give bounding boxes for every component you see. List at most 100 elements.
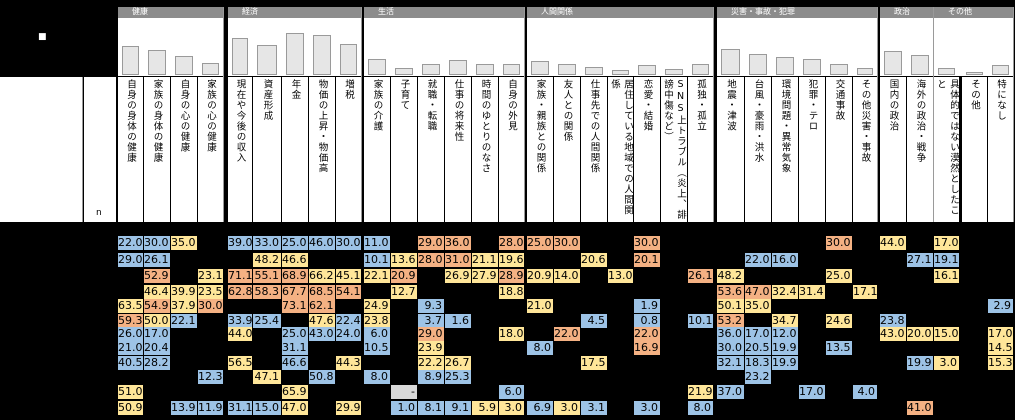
table-cell: 59.3 bbox=[118, 314, 143, 328]
column-bar bbox=[202, 63, 219, 75]
column-header-label: 時間のゆとりのなさ bbox=[479, 79, 491, 174]
column-header-label: 孤独・孤立 bbox=[695, 79, 706, 132]
table-cell: 6.0 bbox=[364, 327, 390, 341]
table-cell: 50.8 bbox=[309, 370, 335, 384]
table-cell: 16.9 bbox=[634, 341, 660, 355]
column-bar bbox=[340, 44, 357, 75]
table-cell: 8.1 bbox=[418, 401, 444, 415]
table-cell: 21.0 bbox=[118, 341, 143, 355]
table-cell: 43.0 bbox=[309, 327, 335, 341]
column-header-label: 増税 bbox=[343, 79, 354, 100]
table-cell: 20.5 bbox=[745, 341, 771, 355]
column-header: 自身の外見 bbox=[499, 77, 524, 222]
table-cell: 12.3 bbox=[198, 370, 223, 384]
table-cell: 56.5 bbox=[228, 356, 252, 370]
column-header-label: 家族・親族との関係 bbox=[534, 79, 546, 174]
table-cell: 22.1 bbox=[364, 269, 390, 283]
column-header: その他 bbox=[962, 77, 987, 222]
table-cell: 33.0 bbox=[253, 236, 281, 250]
table-cell: 20.6 bbox=[581, 253, 607, 267]
table-cell: 46.6 bbox=[282, 356, 308, 370]
table-cell: 10.5 bbox=[364, 341, 390, 355]
table-cell: 67.7 bbox=[282, 285, 308, 299]
table-cell: 20.1 bbox=[634, 253, 660, 267]
table-cell: 8.0 bbox=[364, 370, 390, 384]
column-bar bbox=[313, 35, 331, 75]
table-cell: 23.9 bbox=[418, 341, 444, 355]
table-cell: 8.0 bbox=[527, 341, 553, 355]
table-cell: 55.1 bbox=[253, 269, 281, 283]
table-cell: 26.9 bbox=[445, 269, 471, 283]
column-header-label: 現在や今後の収入 bbox=[234, 79, 246, 163]
table-cell: 31.4 bbox=[799, 285, 825, 299]
table-cell: 13.6 bbox=[391, 253, 417, 267]
category-divider bbox=[933, 7, 934, 222]
table-cell: 30.0 bbox=[198, 299, 223, 313]
table-cell: 25.0 bbox=[527, 236, 553, 250]
table-cell: 30.0 bbox=[717, 341, 744, 355]
corner-marker: ■ bbox=[38, 32, 47, 42]
column-header-label: 仕事の将来性 bbox=[452, 79, 464, 142]
column-header: 海外の政治・戦争 bbox=[907, 77, 933, 222]
table-cell: 18.8 bbox=[499, 285, 524, 299]
table-cell: 10.1 bbox=[688, 314, 713, 328]
table-cell: 30.0 bbox=[554, 236, 580, 250]
table-cell: 29.0 bbox=[418, 327, 444, 341]
column-header: 特になし bbox=[988, 77, 1013, 222]
table-cell: 20.4 bbox=[144, 341, 170, 355]
column-header-label: 恋愛・結婚 bbox=[641, 79, 653, 132]
column-bar bbox=[830, 64, 848, 75]
table-cell: 26.1 bbox=[688, 269, 713, 283]
column-header-label: 交通事故 bbox=[833, 79, 845, 121]
table-cell: 34.7 bbox=[772, 314, 798, 328]
column-header-label: 仕事先での人間関係 bbox=[588, 79, 600, 174]
table-cell: 17.0 bbox=[144, 327, 170, 341]
column-header-label: 友人との関係 bbox=[561, 79, 573, 142]
column-bar bbox=[175, 56, 193, 75]
column-header: 現在や今後の収入 bbox=[228, 77, 252, 222]
table-cell: 3.0 bbox=[634, 401, 660, 415]
column-header: 自身の心の健康 bbox=[171, 77, 197, 222]
table-cell: 35.0 bbox=[745, 299, 771, 313]
column-header-label: 台風・豪雨・洪水 bbox=[752, 79, 764, 163]
category-header: 生活 bbox=[364, 7, 524, 18]
table-cell: 6.9 bbox=[527, 401, 553, 415]
table-cell: 17.0 bbox=[934, 236, 959, 250]
column-header-label: SNS上トラブル（炎上、誹謗中傷など） bbox=[662, 79, 686, 220]
table-cell: 48.2 bbox=[717, 269, 744, 283]
column-header: 環境問題・異常気象 bbox=[772, 77, 798, 222]
table-cell: 68.9 bbox=[282, 269, 308, 283]
table-cell: 24.0 bbox=[336, 327, 361, 341]
table-cell: 25.0 bbox=[826, 269, 852, 283]
table-cell: 28.2 bbox=[144, 356, 170, 370]
table-cell: 44.0 bbox=[228, 327, 252, 341]
table-cell: 44.0 bbox=[880, 236, 906, 250]
column-header: 家族の心の健康 bbox=[198, 77, 223, 222]
table-cell: 1.6 bbox=[445, 314, 471, 328]
table-cell: 28.0 bbox=[499, 236, 524, 250]
table-cell: 33.9 bbox=[228, 314, 252, 328]
table-cell: 37.0 bbox=[717, 385, 744, 399]
column-header-label: その他災害・事故 bbox=[859, 79, 871, 163]
category-bar-panel bbox=[717, 18, 877, 76]
table-cell: 52.9 bbox=[144, 269, 170, 283]
table-cell: 30.0 bbox=[634, 236, 660, 250]
table-cell: 39.0 bbox=[228, 236, 252, 250]
table-cell: 26.1 bbox=[144, 253, 170, 267]
table-cell: 25.4 bbox=[253, 314, 281, 328]
table-cell: 17.5 bbox=[581, 356, 607, 370]
table-cell: 17.1 bbox=[853, 285, 877, 299]
column-header-label: 家族の介護 bbox=[371, 79, 383, 132]
table-cell: 62.1 bbox=[309, 299, 335, 313]
table-cell: 47.1 bbox=[253, 370, 281, 384]
category-divider bbox=[223, 7, 224, 222]
column-bar bbox=[911, 55, 929, 75]
column-header-label: 物価の上昇・物価高 bbox=[316, 79, 328, 174]
table-cell: 8.9 bbox=[418, 370, 444, 384]
table-cell: 37.9 bbox=[171, 299, 197, 313]
table-cell: 3.1 bbox=[581, 401, 607, 415]
column-header-label: 犯罪・テロ bbox=[806, 79, 818, 132]
table-cell: 8.0 bbox=[688, 401, 713, 415]
column-header: 時間のゆとりのなさ bbox=[472, 77, 498, 222]
